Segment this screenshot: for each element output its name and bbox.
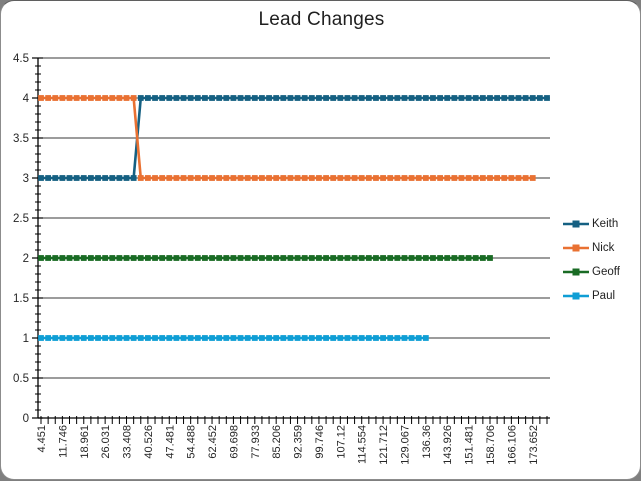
legend-label: Geoff [592, 266, 620, 278]
svg-text:0: 0 [23, 413, 29, 425]
legend-item-geoff: Geoff [562, 264, 620, 280]
svg-text:33.408: 33.408 [122, 425, 134, 459]
svg-text:54.488: 54.488 [186, 425, 198, 459]
svg-text:3.5: 3.5 [13, 133, 29, 145]
svg-text:92.359: 92.359 [293, 425, 305, 459]
legend-item-keith: Keith [562, 216, 620, 232]
svg-text:1.5: 1.5 [13, 293, 29, 305]
legend-line-marker-icon [562, 242, 590, 254]
svg-text:62.452: 62.452 [207, 425, 219, 459]
svg-text:4: 4 [23, 93, 30, 105]
svg-text:143.926: 143.926 [442, 425, 454, 465]
svg-text:69.698: 69.698 [228, 425, 240, 459]
svg-text:2: 2 [23, 253, 29, 265]
svg-text:2.5: 2.5 [13, 213, 29, 225]
svg-text:166.106: 166.106 [506, 425, 518, 465]
svg-text:47.481: 47.481 [164, 425, 176, 459]
legend-line-marker-icon [562, 218, 590, 230]
svg-text:85.206: 85.206 [271, 425, 283, 459]
svg-text:114.554: 114.554 [357, 425, 369, 464]
svg-text:11.746: 11.746 [57, 425, 69, 458]
legend-label: Keith [592, 218, 618, 230]
legend-line-marker-icon [562, 266, 590, 278]
svg-text:26.031: 26.031 [100, 425, 112, 459]
svg-text:3: 3 [23, 173, 29, 185]
legend-line-marker-icon [562, 290, 590, 302]
svg-text:18.961: 18.961 [79, 425, 91, 459]
svg-text:99.746: 99.746 [314, 425, 326, 459]
chart-title: Lead Changes [1, 9, 641, 31]
svg-text:107.12: 107.12 [335, 425, 347, 459]
legend-item-paul: Paul [562, 288, 620, 304]
svg-text:129.067: 129.067 [399, 425, 411, 465]
legend-item-nick: Nick [562, 240, 620, 256]
legend-label: Paul [592, 290, 615, 302]
svg-text:121.712: 121.712 [378, 425, 390, 465]
svg-text:158.706: 158.706 [485, 425, 497, 465]
svg-text:173.652: 173.652 [528, 425, 540, 465]
svg-text:4.451: 4.451 [36, 425, 48, 453]
svg-text:136.36: 136.36 [421, 425, 433, 459]
svg-text:4.5: 4.5 [13, 53, 29, 65]
legend: Keith Nick Geoff Paul [562, 216, 620, 304]
svg-text:40.526: 40.526 [143, 425, 155, 459]
svg-text:151.481: 151.481 [464, 425, 476, 465]
svg-text:0.5: 0.5 [13, 373, 29, 385]
svg-text:1: 1 [23, 333, 29, 345]
svg-text:77.933: 77.933 [250, 425, 262, 459]
legend-label: Nick [592, 242, 614, 254]
